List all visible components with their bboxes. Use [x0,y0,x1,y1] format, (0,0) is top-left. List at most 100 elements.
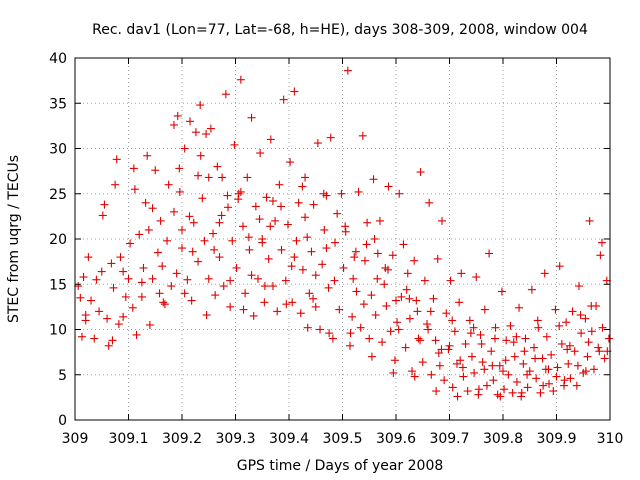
data-point [331,238,340,247]
data-point [153,248,162,257]
data-point [557,339,566,348]
data-point [87,296,96,305]
data-point [76,293,85,302]
y-tick-label: 25 [49,187,67,203]
data-point [124,274,133,283]
data-point [440,376,449,385]
data-point [84,253,93,262]
data-point [279,95,288,104]
data-point [198,194,207,203]
data-point [512,377,521,386]
data-point [130,185,139,194]
data-point [405,294,414,303]
data-point [211,291,220,300]
data-point [566,374,575,383]
data-point [584,338,593,347]
data-point [532,374,541,383]
data-point [354,187,363,196]
data-point [226,276,235,285]
data-point [360,256,369,265]
data-point [531,354,540,363]
data-point [292,236,301,245]
data-point [92,275,101,284]
data-point [188,247,197,256]
data-point [373,274,382,283]
data-point [446,276,455,285]
data-point [234,195,243,204]
data-point [459,372,468,381]
data-point [129,164,138,173]
x-tick-label: 309 [62,431,89,447]
data-point [172,269,181,278]
data-point [290,253,299,262]
data-point [180,289,189,298]
data-point [551,305,560,314]
data-point [445,341,454,350]
data-point [370,235,379,243]
data-point [383,265,392,274]
data-point [309,200,318,209]
data-point [480,365,489,374]
data-point [367,291,376,300]
data-point [330,276,339,285]
data-point [137,278,146,287]
data-point [343,66,352,75]
data-point [521,334,530,343]
data-point [424,325,433,334]
data-point [469,323,478,332]
data-point [196,101,205,110]
data-point [416,336,425,345]
data-point [414,334,423,343]
data-point [243,173,252,182]
data-point [382,301,391,310]
data-point [238,222,247,231]
data-point [352,287,361,296]
data-point [534,323,543,332]
data-point [509,338,518,347]
data-point [465,316,474,325]
data-point [173,111,182,120]
x-tick-label: 309.5 [322,431,362,447]
data-point [298,182,307,191]
data-point [388,251,397,260]
data-point [202,311,211,320]
data-point [389,368,398,377]
data-point [533,316,542,325]
data-point [573,361,582,370]
data-point [359,300,368,309]
data-point [480,305,489,314]
data-point [175,164,184,173]
data-point [204,274,213,283]
data-point [390,356,399,365]
data-point [108,336,117,345]
data-point [470,368,479,377]
data-point [148,204,157,213]
data-point [581,314,590,323]
data-point [90,334,99,343]
data-point [191,128,200,137]
data-point [311,271,320,280]
data-point [508,388,517,397]
data-point [337,189,346,198]
data-point [600,354,609,363]
data-point [112,155,121,164]
data-point [476,330,485,339]
data-point [245,245,254,254]
data-point [77,332,86,341]
y-tick-labels: 0 5 10 15 20 25 30 35 40 [49,51,67,429]
data-point [348,312,357,321]
data-point [119,267,128,276]
x-tick-label: 309.7 [429,431,469,447]
data-point [239,305,248,314]
data-point [210,245,219,254]
data-point [386,327,395,336]
data-point [241,289,250,298]
data-point [502,336,511,345]
data-point [587,327,596,336]
data-point [350,253,359,262]
data-point [512,332,521,341]
data-point [523,370,532,379]
data-point [260,298,269,307]
data-point [194,257,203,266]
data-point [555,262,564,271]
